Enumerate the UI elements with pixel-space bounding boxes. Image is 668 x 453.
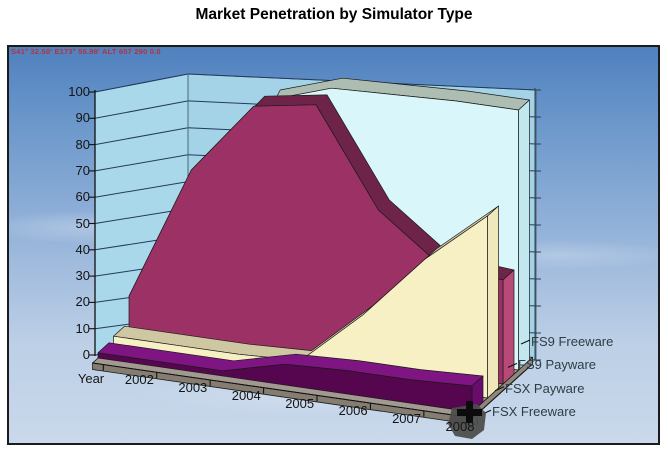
series-axis-tick xyxy=(520,339,531,345)
series-axis-tick xyxy=(507,362,518,368)
series-end-fs9-freeware xyxy=(518,99,530,371)
series-area-fsx-payware xyxy=(113,215,488,399)
series-area-fsx-freeware xyxy=(97,352,473,413)
series-end-fsx-payware xyxy=(487,205,499,399)
dark-aircraft-marker xyxy=(448,401,486,439)
series-areas xyxy=(97,77,530,413)
year-axis xyxy=(92,362,467,418)
chart-title: Market Penetration by Simulator Type xyxy=(195,6,473,23)
series-axis-tick xyxy=(494,386,505,392)
